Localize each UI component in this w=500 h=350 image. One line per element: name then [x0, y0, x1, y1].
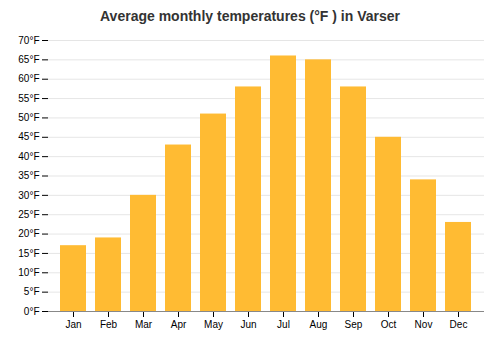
svg-text:35°F: 35°F [18, 170, 39, 181]
svg-text:Dec: Dec [450, 319, 468, 330]
svg-text:Nov: Nov [415, 319, 433, 330]
svg-text:15°F: 15°F [18, 248, 39, 259]
svg-text:45°F: 45°F [18, 131, 39, 142]
svg-text:55°F: 55°F [18, 93, 39, 104]
svg-text:Aug: Aug [310, 319, 328, 330]
svg-text:Jun: Jun [240, 319, 256, 330]
svg-text:65°F: 65°F [18, 54, 39, 65]
svg-text:Oct: Oct [381, 319, 397, 330]
svg-text:0°F: 0°F [24, 306, 40, 317]
svg-text:25°F: 25°F [18, 209, 39, 220]
svg-text:10°F: 10°F [18, 267, 39, 278]
svg-text:60°F: 60°F [18, 73, 39, 84]
svg-text:50°F: 50°F [18, 112, 39, 123]
svg-text:20°F: 20°F [18, 228, 39, 239]
svg-text:40°F: 40°F [18, 151, 39, 162]
svg-text:Feb: Feb [100, 319, 118, 330]
svg-text:30°F: 30°F [18, 190, 39, 201]
svg-text:Mar: Mar [135, 319, 153, 330]
svg-text:70°F: 70°F [18, 35, 39, 46]
svg-text:5°F: 5°F [24, 286, 40, 297]
svg-text:Sep: Sep [345, 319, 363, 330]
svg-text:Jul: Jul [277, 319, 290, 330]
svg-text:Jan: Jan [65, 319, 81, 330]
svg-text:Apr: Apr [171, 319, 187, 330]
svg-text:May: May [204, 319, 223, 330]
html-text:Average monthly temperatures (: Average monthly temperatures (°F ) in Va… [100, 8, 400, 24]
